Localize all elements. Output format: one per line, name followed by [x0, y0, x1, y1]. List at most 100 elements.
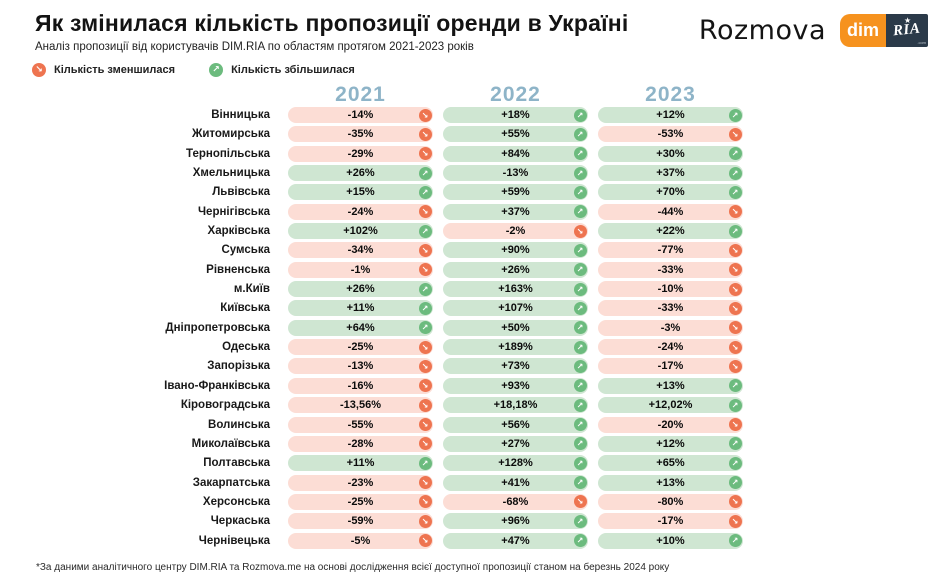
pill-value: -2%: [505, 225, 526, 238]
region-row: Хмельницька +26% ↗ -13% ↗ +37% ↗: [0, 165, 753, 182]
arrow-up-right-icon: ↗: [573, 243, 587, 257]
region-label: Київська: [220, 302, 270, 315]
region-label: Харківська: [207, 225, 270, 238]
arrow-up-right-icon: ↗: [573, 166, 587, 180]
arrow-up-right-icon: ↗: [728, 476, 742, 490]
region-row: Черкаська -59% ↘ +96% ↗ -17% ↘: [0, 513, 753, 530]
value-pill: -24% ↘: [598, 339, 743, 356]
arrow-up-right-icon: ↗: [573, 476, 587, 490]
arrow-up-right-icon: ↗: [573, 398, 587, 412]
arrow-up-right-icon: ↗: [573, 340, 587, 354]
value-pill: -35% ↘: [288, 126, 433, 143]
legend: ↘ Кількість зменшилася ↗ Кількість збіль…: [32, 63, 355, 77]
pill-value: +84%: [501, 147, 530, 160]
pill-value: +93%: [501, 379, 530, 392]
arrow-down-right-icon: ↘: [573, 224, 587, 238]
region-row: Херсонська -25% ↘ -68% ↘ -80% ↘: [0, 493, 753, 510]
region-row: Полтавська +11% ↗ +128% ↗ +65% ↗: [0, 455, 753, 472]
pill-value: +107%: [498, 302, 533, 315]
value-pill: +93% ↗: [443, 377, 588, 394]
region-row: Закарпатська -23% ↘ +41% ↗ +13% ↗: [0, 474, 753, 491]
arrow-up-right-icon: ↗: [573, 534, 587, 548]
region-label: Запорізька: [207, 360, 270, 373]
arrow-down-right-icon: ↘: [418, 205, 432, 219]
value-pill: +59% ↗: [443, 184, 588, 201]
value-pill: -13,56% ↘: [288, 397, 433, 414]
value-pill: -1% ↘: [288, 261, 433, 278]
arrow-up-right-icon: ↗: [418, 224, 432, 238]
value-pill: +47% ↗: [443, 532, 588, 549]
value-pill: +50% ↗: [443, 319, 588, 336]
arrow-down-right-icon: ↘: [728, 301, 742, 315]
footnote: *За даними аналітичного центру DIM.RIA т…: [36, 562, 670, 573]
value-pill: -28% ↘: [288, 435, 433, 452]
arrow-down-right-icon: ↘: [728, 514, 742, 528]
legend-label-decreased: Кількість зменшилася: [54, 64, 176, 76]
value-pill: -77% ↘: [598, 242, 743, 259]
pill-value: +59%: [501, 186, 530, 199]
value-pill: -13% ↗: [443, 165, 588, 182]
arrow-up-right-icon: ↗: [728, 456, 742, 470]
region-row: Миколаївська -28% ↘ +27% ↗ +12% ↗: [0, 435, 753, 452]
region-label: Івано-Франківська: [164, 379, 270, 392]
region-row: Київська +11% ↗ +107% ↗ -33% ↘: [0, 300, 753, 317]
region-row: Кіровоградська -13,56% ↘ +18,18% ↗ +12,02% ↗: [0, 397, 753, 414]
page-subtitle: Аналіз пропозиції від користувачів DIM.R…: [35, 41, 474, 53]
legend-item-decreased: ↘ Кількість зменшилася: [32, 63, 175, 77]
pill-value: +163%: [498, 283, 533, 296]
value-pill: +84% ↗: [443, 145, 588, 162]
pill-value: -33%: [657, 263, 684, 276]
value-pill: +37% ↗: [598, 165, 743, 182]
pill-value: +10%: [656, 534, 685, 547]
year-header-row: 2021 2022 2023: [0, 83, 753, 107]
pill-value: +70%: [656, 186, 685, 199]
region-row: Рівненська -1% ↘ +26% ↗ -33% ↘: [0, 261, 753, 278]
pill-value: -34%: [347, 244, 374, 257]
pill-value: -14%: [347, 109, 374, 121]
arrow-down-right-icon: ↘: [573, 495, 587, 509]
value-pill: +22% ↗: [598, 223, 743, 240]
pill-value: -35%: [347, 128, 374, 141]
pill-value: +55%: [501, 128, 530, 141]
page-title: Як змінилася кількість пропозиції оренди…: [35, 10, 629, 36]
arrow-up-right-icon: ↗: [573, 108, 587, 122]
arrow-up-right-icon: ↗: [728, 398, 742, 412]
arrow-up-right-icon: ↗: [573, 456, 587, 470]
legend-item-increased: ↗ Кількість збільшилася: [209, 63, 355, 77]
value-pill: +30% ↗: [598, 145, 743, 162]
pill-value: +12%: [656, 109, 685, 121]
pill-value: +50%: [501, 321, 530, 334]
pill-value: -25%: [347, 341, 374, 354]
arrow-down-right-icon: ↘: [418, 437, 432, 451]
ria-com-label: .com: [917, 40, 926, 45]
arrow-down-right-icon: ↘: [418, 263, 432, 277]
region-row: Житомирська -35% ↘ +55% ↗ -53% ↘: [0, 126, 753, 143]
pill-value: -17%: [657, 515, 684, 528]
region-label: Кіровоградська: [180, 399, 270, 412]
arrow-down-right-icon: ↘: [728, 263, 742, 277]
arrow-down-right-icon: ↘: [728, 340, 742, 354]
pill-value: +11%: [346, 302, 375, 315]
region-label: Дніпропетровська: [165, 321, 270, 334]
column-header-2022: 2022: [490, 83, 541, 106]
value-pill: -44% ↘: [598, 203, 743, 220]
value-pill: +27% ↗: [443, 435, 588, 452]
value-pill: -10% ↘: [598, 281, 743, 298]
value-pill: +18% ↗: [443, 107, 588, 123]
pill-value: -80%: [657, 495, 684, 508]
region-label: м.Київ: [233, 283, 270, 296]
region-row: Тернопільська -29% ↘ +84% ↗ +30% ↗: [0, 145, 753, 162]
arrow-down-right-icon: ↘: [418, 534, 432, 548]
region-row: Харківська +102% ↗ -2% ↘ +22% ↗: [0, 223, 753, 240]
star-icon: ★: [904, 16, 912, 25]
column-header-2023: 2023: [645, 83, 696, 106]
value-pill: +128% ↗: [443, 455, 588, 472]
arrow-down-right-icon: ↘: [418, 359, 432, 373]
region-row: Вінницька -14% ↘ +18% ↗ +12% ↗: [0, 107, 753, 123]
value-pill: +56% ↗: [443, 416, 588, 433]
value-pill: +12% ↗: [598, 107, 743, 123]
value-pill: -80% ↘: [598, 493, 743, 510]
value-pill: -20% ↘: [598, 416, 743, 433]
value-pill: -5% ↘: [288, 532, 433, 549]
pill-value: +26%: [346, 283, 375, 296]
